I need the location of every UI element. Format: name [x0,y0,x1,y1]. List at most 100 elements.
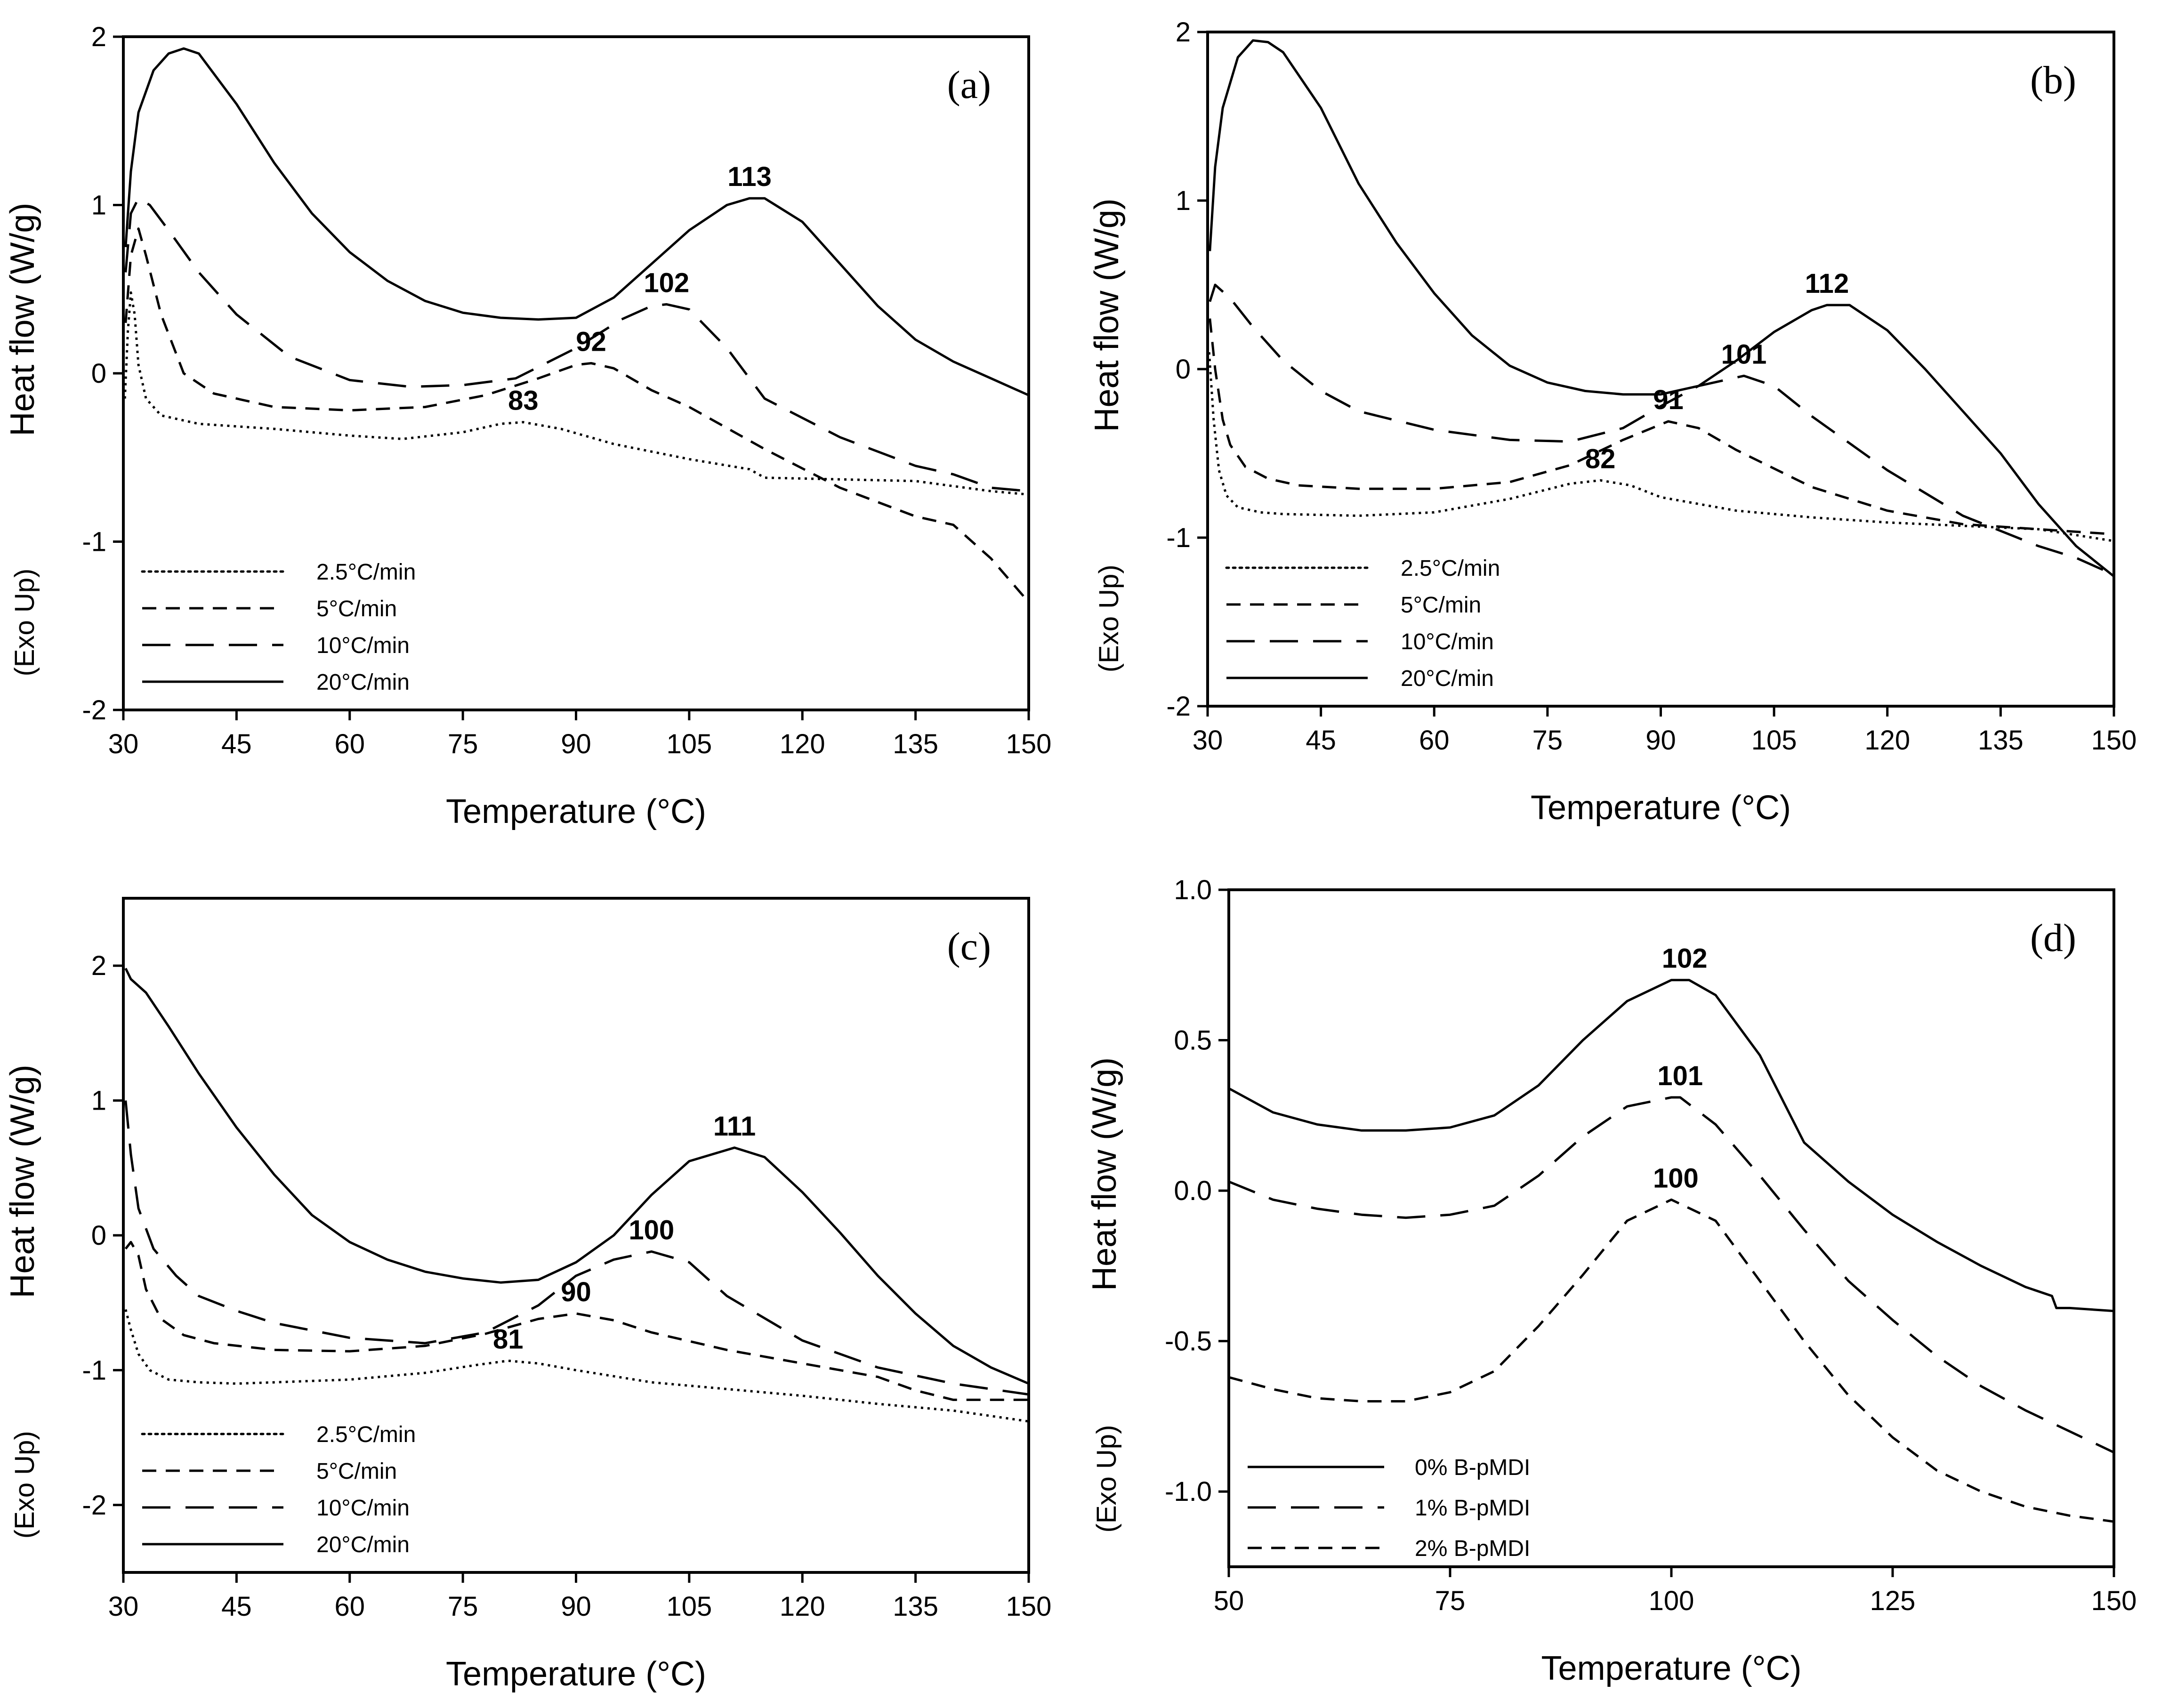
y-tick-label: -1 [82,1355,106,1386]
y-tick-label: 1.0 [1174,875,1212,905]
series-line-2 [124,1241,1029,1401]
series-line-4 [124,967,1029,1385]
legend-label: 10°C/min [1401,629,1494,654]
plot-frame [122,897,1030,1574]
x-tick-label: 105 [666,729,712,759]
peak-label: 82 [1585,443,1616,474]
x-tick-label: 60 [1419,725,1450,756]
peak-label: 111 [713,1111,756,1142]
peak-label: 112 [1805,268,1849,299]
legend-label: 2.5°C/min [316,560,416,585]
legend-label: 5°C/min [1401,593,1481,618]
x-tick-label: 90 [561,729,591,759]
legend-label: 20°C/min [1401,666,1494,691]
y-tick-label: -1 [1166,523,1191,553]
plot-frame [1227,888,2115,1568]
x-tick-label: 105 [666,1591,712,1622]
y-tick-label: -1.0 [1165,1476,1212,1507]
peak-label: 90 [561,1277,591,1307]
series-line-2 [124,227,1030,603]
panel-label: (c) [947,925,991,968]
y-axis-label: Heat flow (W/g) [4,1064,41,1298]
panel-label: (d) [2030,916,2076,960]
y-tick-label: 0 [91,1220,106,1251]
y-tick-label: 2 [1176,17,1191,48]
y-axis-label: Heat flow (W/g) [1088,198,1126,432]
y-tick-label: 0.5 [1174,1025,1212,1056]
peak-label: 101 [1721,339,1767,370]
y-tick-label: 2 [91,951,106,981]
peak-label: 100 [1653,1163,1699,1193]
legend-label: 10°C/min [316,1496,410,1521]
x-axis-label: Temperature (°C) [446,793,706,830]
x-tick-label: 150 [1006,729,1052,759]
x-tick-label: 100 [1649,1586,1694,1616]
y-tick-label: 1 [91,1086,106,1116]
x-tick-label: 30 [108,1591,139,1622]
peak-label: 81 [493,1324,524,1354]
chart-panel-1: 30 45 60 75 90 105 120 135 150 -2 -1 0 1 2 Temperature… [4,22,1051,830]
y-tick-label: 0 [91,358,106,389]
legend-label: 2.5°C/min [1401,556,1500,581]
panel-label: (a) [947,63,991,107]
legend-label: 20°C/min [316,670,410,695]
x-tick-label: 45 [1306,725,1336,756]
legend-label: 2.5°C/min [316,1422,416,1447]
x-tick-label: 135 [1978,725,2024,756]
y-tick-label: 0.0 [1174,1176,1212,1206]
series-line-3 [1209,283,2115,576]
x-axis-label: Temperature (°C) [446,1655,706,1693]
peak-label: 91 [1653,385,1684,415]
x-tick-label: 30 [1193,725,1223,756]
x-tick-label: 90 [561,1591,591,1622]
panel-label: (b) [2030,58,2076,102]
series-line-2 [1209,318,2114,536]
x-tick-label: 30 [108,729,139,759]
x-axis-label: Temperature (°C) [1531,789,1791,827]
series-line-1 [1208,352,2114,542]
peak-label: 101 [1657,1061,1703,1091]
x-tick-label: 120 [780,1591,825,1622]
exo-up-label: (Exo Up) [1094,564,1124,672]
series-line-1 [124,1309,1029,1423]
x-tick-label: 105 [1751,725,1797,756]
y-tick-label: -0.5 [1165,1326,1212,1357]
x-axis-label: Temperature (°C) [1541,1650,1802,1687]
peak-label: 102 [644,267,689,298]
series-line-1 [1228,979,2114,1313]
y-axis-label: Heat flow (W/g) [4,203,41,436]
x-tick-label: 60 [334,1591,365,1622]
series-line-3 [1228,1198,2114,1523]
series-line-1 [123,291,1029,496]
x-tick-label: 75 [448,1591,478,1622]
y-tick-label: 0 [1176,354,1191,385]
x-tick-label: 125 [1870,1586,1916,1616]
x-tick-label: 150 [2091,725,2137,756]
series-line-3 [124,1100,1029,1396]
x-tick-label: 45 [221,1591,252,1622]
y-tick-label: -2 [1166,691,1191,722]
x-tick-label: 150 [1006,1591,1052,1622]
series-line-3 [124,197,1029,492]
legend-label: 1% B-pMDI [1415,1496,1530,1521]
y-tick-label: -2 [82,1490,106,1521]
x-tick-label: 90 [1645,725,1676,756]
peak-label: 83 [508,386,539,416]
legend-label: 5°C/min [316,596,397,621]
series-line-4 [1209,39,2115,578]
legend-label: 20°C/min [316,1532,410,1557]
y-tick-label: 1 [1176,185,1191,216]
legend-label: 10°C/min [316,633,410,658]
peak-label: 102 [1662,943,1708,974]
exo-up-label: (Exo Up) [1091,1425,1122,1533]
chart-panel-2: 30 45 60 75 90 105 120 135 150 -2 -1 0 1 2 Temperature… [1088,17,2137,827]
y-axis-label: Heat flow (W/g) [1086,1057,1123,1291]
x-tick-label: 75 [1532,725,1563,756]
peak-label: 92 [576,327,606,357]
peak-label: 100 [629,1215,674,1245]
x-tick-label: 75 [1435,1586,1466,1616]
legend-label: 2% B-pMDI [1415,1536,1530,1561]
legend-label: 0% B-pMDI [1415,1455,1530,1480]
x-tick-label: 120 [780,729,825,759]
